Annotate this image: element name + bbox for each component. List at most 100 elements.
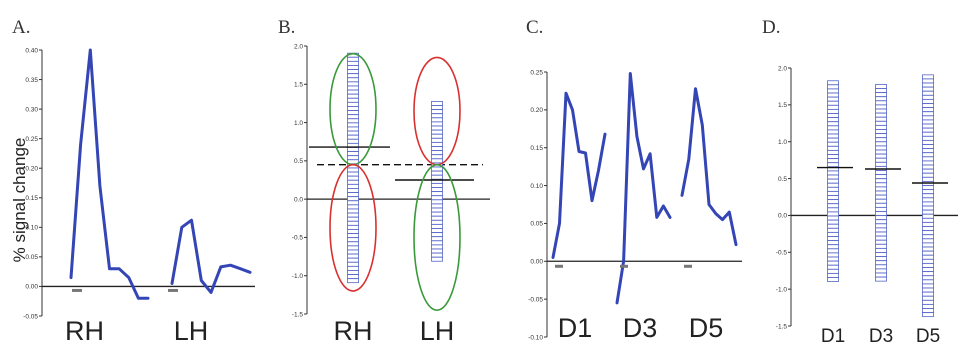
panel-d-d3-data-point xyxy=(875,248,887,253)
panel-b-rh-data-point xyxy=(347,265,359,271)
panel-d-d1-data-point xyxy=(827,117,839,123)
panel-d-d3-data-point xyxy=(875,223,887,229)
panel-b-rh-data-point xyxy=(347,106,359,111)
panel-b-rh-data-point xyxy=(347,229,359,234)
panel-d-d5-data-point xyxy=(922,119,934,125)
panel-b-rh-data-point xyxy=(347,89,359,95)
panel-d-d3-data-point xyxy=(875,272,887,278)
panel-d-d5-data-point xyxy=(922,176,934,182)
panel-c-trace-d1 xyxy=(551,91,607,259)
panel-b-rh-data-point xyxy=(347,270,359,275)
panel-d-d3-data-point xyxy=(875,268,887,274)
panel-d-d5-data-point xyxy=(922,131,934,137)
panel-b-ellipse xyxy=(329,163,377,292)
panel-d-d3-data-point xyxy=(875,202,887,208)
panel-b-lh-data-point xyxy=(431,211,443,217)
panel-d-d1-data-point xyxy=(827,121,839,127)
panel-d-y-tick-label: 2.0 xyxy=(778,65,787,72)
panel-d-d5-data-point xyxy=(922,74,934,80)
y-axis-title: % signal change xyxy=(10,138,29,263)
panel-b-label-rh: RH xyxy=(334,316,373,346)
panel-d-d1-data-point xyxy=(827,211,839,217)
panel-b-lh-data-point xyxy=(431,199,443,205)
panel-d-d5-data-point xyxy=(922,205,934,211)
panel-d-d5-data-point xyxy=(922,82,934,88)
panel-d-d5-data-point xyxy=(922,246,934,252)
panel-b-rh-data-point xyxy=(347,216,359,222)
panel-d-d3-data-point xyxy=(875,190,887,196)
panel-d-d5-data-point xyxy=(922,156,934,162)
panel-d-d5-data-point xyxy=(922,213,934,219)
panel-b-lh-data-point xyxy=(431,154,443,160)
panel-d-d1-data-point xyxy=(827,162,839,168)
panel-d-letter: D. xyxy=(762,17,780,38)
panel-b-rh-data-point xyxy=(347,56,359,62)
panel-b-lh-data-point xyxy=(431,248,443,254)
panel-b-lh-data-point xyxy=(431,174,443,180)
panel-b-lh-data-point xyxy=(431,203,443,209)
panel-d-d5-data-point xyxy=(922,271,934,277)
panel-d-d1-data-point xyxy=(827,207,839,213)
panel-d-d3-data-point xyxy=(875,112,887,118)
panel-d-d1-data-point xyxy=(827,252,839,258)
panel-d-d1-data-point xyxy=(827,199,839,205)
panel-d-d3-data-point xyxy=(875,129,887,134)
panel-d-d5-data-point xyxy=(922,287,934,293)
panel-b-letter: B. xyxy=(278,17,295,38)
panel-d-d3-data-point xyxy=(875,133,887,139)
panel-d-d5-data-point xyxy=(922,275,934,281)
panel-b-rh-data-point xyxy=(347,77,359,83)
panel-d-d3-data-point xyxy=(875,84,887,89)
panel-d-d5-data-point xyxy=(922,217,934,223)
panel-d-d5-data-point xyxy=(922,238,934,244)
panel-b-rh-data-point xyxy=(347,167,359,173)
panel-c-label-d1: D1 xyxy=(558,313,593,343)
panel-b-rh-data-point xyxy=(347,245,359,251)
panel-a-y-tick-label: 0.00 xyxy=(25,284,38,291)
panel-d-d5-data-point xyxy=(922,172,934,178)
panel-d-d1-data-point xyxy=(827,125,839,131)
panel-d-d5-data-point xyxy=(922,103,934,108)
panel-d-d5-data-point xyxy=(922,258,934,264)
panel-d-d3-data-point xyxy=(875,153,887,159)
panel-d-d1-data-point xyxy=(827,264,839,270)
panel-d-d3-data-point xyxy=(875,243,887,249)
panel-d-d1-data-point xyxy=(827,219,839,225)
panel-d-d3-data-point xyxy=(875,145,887,151)
panel-d-d1-data-point xyxy=(827,92,839,98)
panel-d-d5-data-point xyxy=(922,152,934,158)
panel-d-d3-data-point xyxy=(875,219,887,225)
panel-d-d1-data-point xyxy=(827,88,839,94)
panel-b-label-lh: LH xyxy=(420,316,455,346)
panel-d-d5-data-point xyxy=(922,193,934,199)
panel-b-lh-data-point xyxy=(431,129,443,135)
panel-d-d5-data-point xyxy=(922,94,934,100)
panel-b-rh-data-point xyxy=(347,69,359,74)
panel-d-d1-data-point xyxy=(827,104,839,110)
panel-d-d1-data-point xyxy=(827,170,839,176)
panel-d-d3-data-point xyxy=(875,170,887,175)
panel-d-y-tick-label: -1.5 xyxy=(776,323,788,330)
panel-b-rh-data-point xyxy=(347,200,359,206)
panel-b-rh-data-point xyxy=(347,208,359,214)
panel-b-lh-data-point xyxy=(431,121,443,127)
panel-d-d3-data-point xyxy=(875,211,887,216)
panel-d-d5-data-point xyxy=(922,222,934,227)
panel-d-d3-data-point xyxy=(875,235,887,241)
panel-d-d1-data-point xyxy=(827,182,839,188)
panel-b-rh-data-point xyxy=(347,175,359,181)
panel-b-rh-data-point xyxy=(347,241,359,247)
panel-d-d1-data-point xyxy=(827,244,839,250)
panel-d-d1-data-point xyxy=(827,133,839,139)
panel-d-label-d3: D3 xyxy=(869,326,893,347)
panel-d-d5-data-point xyxy=(922,230,934,236)
panel-d-d5-data-point xyxy=(922,299,934,305)
panel-d-d5-data-point xyxy=(922,254,934,260)
panel-b-lh-data-point xyxy=(431,142,443,147)
panel-d-d3-data-point xyxy=(875,149,887,155)
panel-b-lh-data-point xyxy=(431,125,443,131)
panel-d-d1-data-point xyxy=(827,113,839,118)
panel-b-rh-data-point xyxy=(347,171,359,177)
panel-b-rh-data-point xyxy=(347,110,359,115)
panel-b-rh-data-point xyxy=(347,183,359,189)
